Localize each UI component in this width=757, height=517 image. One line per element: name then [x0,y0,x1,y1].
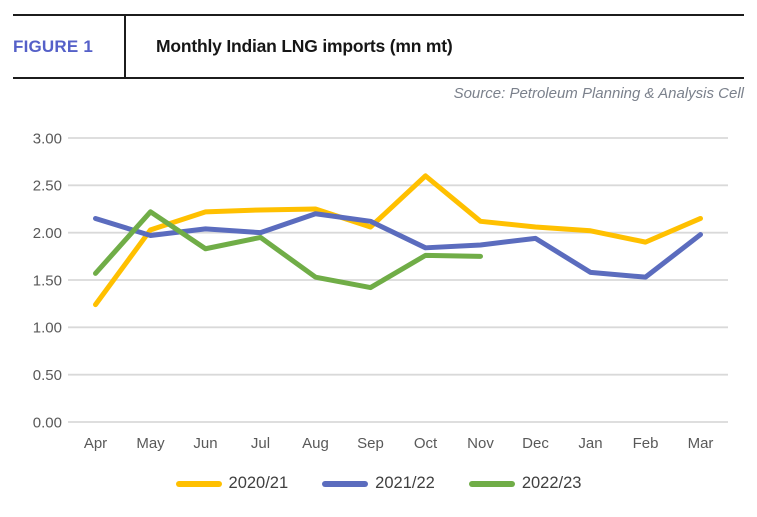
chart-legend: 2020/21 2021/22 2022/23 [0,474,757,493]
legend-label: 2020/21 [228,474,289,492]
legend-item: 2020/21 [175,474,289,493]
x-tick-label: Sep [357,435,384,452]
x-tick-label: Mar [688,435,714,452]
x-tick-label: Dec [522,435,549,452]
x-tick-label: Feb [633,435,659,452]
x-tick-label: Apr [84,435,107,452]
x-tick-label: Oct [414,435,438,452]
series-line-2020-21 [93,173,703,308]
y-tick-label: 2.00 [33,225,62,242]
y-tick-label: 0.50 [33,367,62,384]
line-chart: 3.00 2.50 2.00 1.50 1.00 0.50 0.00 Apr May Jun Jul… [33,130,728,452]
chart-title: Monthly Indian LNG imports (mn mt) [156,36,453,56]
y-tick-label: 2.50 [33,178,62,195]
x-tick-label: Jun [193,435,217,452]
x-tick-label: Jul [251,435,270,452]
y-tick-label: 1.00 [33,320,62,337]
legend-swatch-icon [322,480,369,487]
legend-swatch-icon [175,480,222,487]
header-top-rule [13,14,744,16]
legend-item: 2021/22 [322,474,435,493]
series-line-2021-22 [93,211,703,280]
series-line-2022-23 [93,209,483,291]
header-bottom-rule [13,77,744,79]
x-tick-label: Nov [467,435,494,452]
y-tick-label: 0.00 [33,414,62,431]
y-tick-label: 3.00 [33,130,62,147]
x-tick-label: May [136,435,165,452]
x-tick-label: Aug [302,435,329,452]
legend-label: 2022/23 [521,474,582,492]
legend-item: 2022/23 [468,474,582,493]
source-credit: Source: Petroleum Planning & Analysis Ce… [453,85,744,102]
figure-label: FIGURE 1 [13,37,94,56]
legend-label: 2021/22 [375,474,435,492]
x-tick-label: Jan [578,435,602,452]
legend-swatch-icon [468,480,515,487]
header-divider [124,14,126,79]
y-tick-label: 1.50 [33,272,62,289]
